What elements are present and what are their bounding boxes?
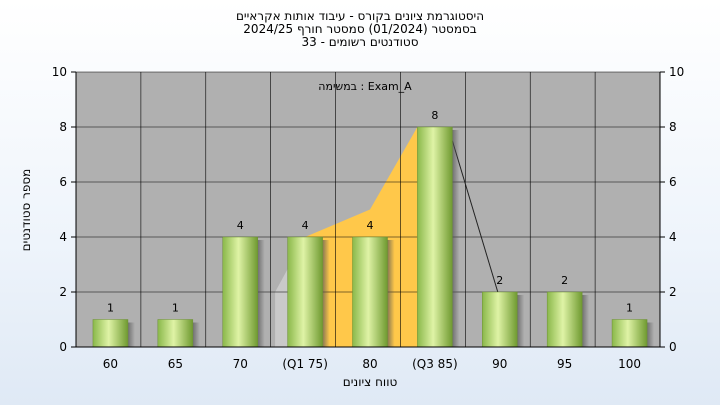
x-tick-label: 100 — [618, 357, 641, 371]
y-tick-label-right: 0 — [669, 340, 677, 354]
x-tick-label: (Q1 75) — [282, 357, 328, 371]
y-tick-label-right: 2 — [669, 285, 677, 299]
y-tick-label-right: 10 — [669, 65, 684, 79]
bar-shadow — [647, 322, 655, 347]
data-label: 1 — [172, 302, 179, 315]
data-label: 1 — [107, 302, 114, 315]
bar — [352, 236, 388, 348]
bar — [222, 236, 258, 348]
title-line-1: היסטוגרמת ציונים בקורס - עיבוד אותות אקר… — [235, 9, 485, 23]
data-label: 8 — [431, 109, 438, 122]
bar — [482, 291, 518, 348]
bar — [92, 319, 129, 348]
y-axis-title: מספר סטודנטים — [19, 169, 33, 252]
bar — [287, 236, 323, 348]
bar-shadow — [322, 240, 330, 347]
data-label: 1 — [626, 302, 633, 315]
title-line-3: סטודנטים רשומים - 33 — [301, 35, 419, 49]
x-tick-label: 80 — [362, 357, 377, 371]
data-label: 2 — [496, 274, 503, 287]
bar-shadow — [127, 322, 135, 347]
y-tick-label-left: 8 — [59, 120, 67, 134]
bar — [611, 319, 648, 348]
bar-shadow — [192, 322, 200, 347]
data-label: 2 — [561, 274, 568, 287]
bar-shadow — [257, 240, 265, 347]
bar-shadow — [452, 130, 460, 347]
bar — [546, 291, 583, 348]
chart-annotation: במשימה : Exam_A — [318, 80, 412, 93]
x-axis-title: טווח ציונים — [343, 375, 398, 389]
y-tick-label-left: 10 — [52, 65, 67, 79]
x-tick-label: 65 — [168, 357, 183, 371]
x-tick-label: 70 — [233, 357, 248, 371]
y-tick-label-right: 6 — [669, 175, 677, 189]
bar — [417, 126, 453, 348]
trend-line — [451, 140, 499, 293]
y-tick-label-left: 4 — [59, 230, 67, 244]
x-tick-label: 95 — [557, 357, 572, 371]
bar-shadow — [387, 240, 395, 347]
bar — [157, 319, 194, 348]
title-line-2: בסמסטר (01/2024) סמסטר חורף 2024/25 — [243, 22, 477, 36]
data-label: 4 — [367, 219, 374, 232]
data-label: 4 — [237, 219, 244, 232]
x-tick-label: 60 — [103, 357, 118, 371]
chart-title: היסטוגרמת ציונים בקורס - עיבוד אותות אקר… — [0, 10, 720, 49]
bar-shadow — [517, 295, 525, 347]
x-tick-label: (Q3 85) — [412, 357, 458, 371]
y-tick-label-left: 2 — [59, 285, 67, 299]
y-tick-label-left: 0 — [59, 340, 67, 354]
y-tick-label-left: 6 — [59, 175, 67, 189]
x-tick-label: 90 — [492, 357, 507, 371]
bar-shadow — [582, 295, 590, 347]
data-label: 4 — [302, 219, 309, 232]
y-tick-label-right: 8 — [669, 120, 677, 134]
y-tick-label-right: 4 — [669, 230, 677, 244]
